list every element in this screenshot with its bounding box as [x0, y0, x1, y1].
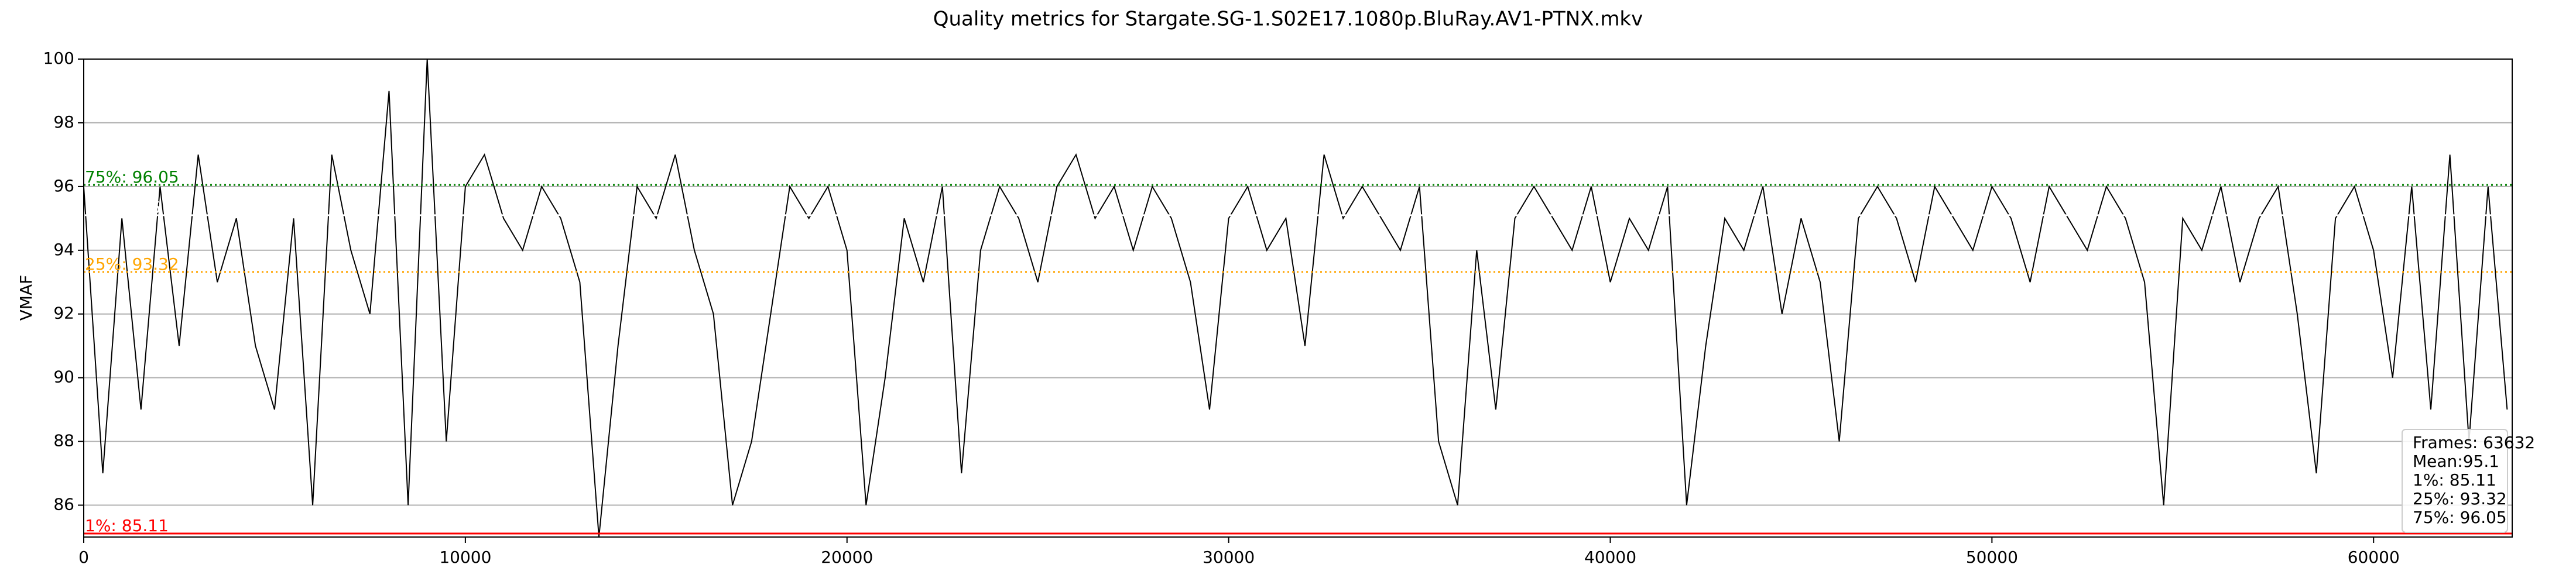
- x-tick-label: 40000: [1584, 548, 1636, 567]
- x-tick-label: 10000: [439, 548, 491, 567]
- legend-box: [2402, 429, 2508, 533]
- stat-label: 75%: 96.05: [85, 167, 179, 187]
- y-tick-label: 94: [53, 240, 74, 259]
- plot-frame: [83, 58, 2513, 538]
- plot-area: [84, 59, 2512, 537]
- y-tick-label: 90: [53, 367, 74, 387]
- x-tick-label: 30000: [1203, 548, 1255, 567]
- x-tick-label: 50000: [1966, 548, 2018, 567]
- stat-label: 1%: 85.11: [85, 516, 169, 535]
- legend-text: Frames: 63632: [2413, 433, 2535, 452]
- x-tick-label: 60000: [2348, 548, 2400, 567]
- x-tick-label: 0: [78, 548, 89, 567]
- y-tick-label: 88: [53, 431, 74, 450]
- y-tick-label: 98: [53, 112, 74, 132]
- chart-title: Quality metrics for Stargate.SG-1.S02E17…: [933, 8, 1643, 31]
- x-tick-label: 20000: [821, 548, 873, 567]
- y-tick-label: 92: [53, 304, 74, 323]
- legend-text: 75%: 96.05: [2413, 508, 2507, 527]
- y-tick-label: 86: [53, 495, 74, 514]
- legend-text: 25%: 93.32: [2413, 489, 2507, 508]
- data-line: [84, 59, 2508, 537]
- legend-text: Mean:95.1: [2413, 452, 2499, 471]
- y-tick-label: 96: [53, 176, 74, 195]
- y-tick-label: 100: [43, 49, 74, 68]
- y-axis-label: VMAF: [16, 275, 36, 321]
- stat-label: Mean: 95: [85, 198, 161, 217]
- legend-text: 1%: 85.11: [2413, 470, 2496, 490]
- stat-label: 25%: 93.32: [85, 254, 179, 274]
